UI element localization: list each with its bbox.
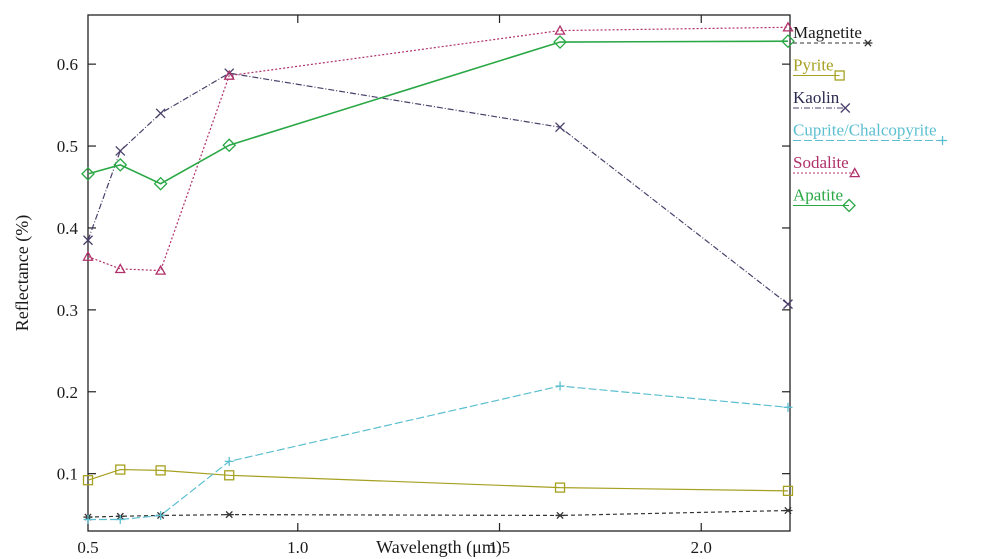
series-line-pyrite — [87, 468, 788, 492]
legend-marker-cuprite-chalcopyrite — [938, 136, 948, 145]
legend-marker-magnetite — [863, 39, 873, 47]
x-tick-label: 1.0 — [287, 538, 308, 557]
x-tick-label: 2.0 — [691, 538, 712, 557]
legend-marker-apatite — [842, 198, 856, 213]
data-point-cuprite-chalcopyrite — [783, 402, 793, 412]
y-axis-label: Reflectance (%) — [12, 215, 33, 331]
series-line-cuprite-chalcopyrite — [88, 385, 789, 521]
data-point-cuprite-chalcopyrite — [83, 515, 93, 525]
series-line-kaolin — [87, 72, 789, 305]
x-axis-label: Wavelength (μm) — [376, 537, 502, 558]
data-point-sodalite — [782, 21, 794, 32]
data-point-apatite — [153, 176, 168, 191]
series-markers — [81, 21, 795, 525]
data-point-kaolin — [83, 235, 93, 246]
x-tick-label-edge: 0.5 — [77, 538, 98, 557]
data-point-apatite — [222, 138, 237, 153]
y-tick-label: 0.4 — [57, 219, 79, 238]
data-point-pyrite — [115, 464, 126, 475]
data-point-sodalite — [223, 69, 235, 80]
data-point-cuprite-chalcopyrite — [156, 510, 166, 520]
legend: Magnetite Pyrite Kaolin Cuprite/Chalcopyrit… — [793, 23, 948, 213]
data-point-cuprite-chalcopyrite — [555, 381, 565, 391]
data-point-sodalite — [554, 24, 566, 35]
y-tick-label: 0.2 — [57, 383, 78, 402]
y-tick-label: 0.3 — [57, 301, 78, 320]
data-point-sodalite — [155, 264, 167, 275]
x-tick-label: 1.5 — [489, 538, 510, 557]
series-line-sodalite — [87, 26, 788, 272]
y-tick-label: 0.6 — [57, 55, 78, 74]
data-point-apatite — [781, 34, 795, 49]
legend-marker-pyrite — [834, 70, 845, 81]
legend-label-cuprite-chalcopyrite: Cuprite/Chalcopyrite — [793, 121, 937, 140]
data-point-pyrite — [554, 482, 566, 493]
legend-label-magnetite: Magnetite — [793, 23, 862, 42]
data-point-pyrite — [224, 470, 235, 481]
series-line-magnetite — [87, 509, 788, 518]
data-point-sodalite — [82, 250, 94, 261]
data-point-magnetite — [555, 511, 565, 520]
data-point-magnetite — [224, 511, 234, 519]
data-point-sodalite — [114, 263, 126, 274]
series-line-apatite — [87, 40, 788, 185]
data-point-cuprite-chalcopyrite — [115, 515, 125, 525]
data-point-kaolin — [555, 122, 565, 133]
legend-label-sodalite: Sodalite — [793, 153, 849, 172]
data-point-apatite — [553, 35, 567, 49]
legend-label-pyrite: Pyrite — [793, 56, 834, 75]
y-tick-label: 0.5 — [57, 137, 78, 156]
data-point-pyrite — [782, 485, 794, 497]
data-point-apatite — [113, 157, 128, 172]
plot-frame — [87, 14, 791, 532]
data-point-kaolin — [783, 299, 793, 310]
data-point-kaolin — [115, 146, 126, 156]
data-point-pyrite — [82, 475, 94, 486]
legend-marker-sodalite — [849, 167, 861, 178]
data-point-cuprite-chalcopyrite — [224, 456, 234, 466]
axis-ticks: 0.1 0.2 0.3 0.4 0.5 0.6 1.0 1.5 2.0 0.5 — [57, 15, 790, 557]
data-point-pyrite — [155, 465, 166, 476]
legend-label-kaolin: Kaolin — [793, 88, 840, 107]
legend-marker-kaolin — [840, 103, 851, 113]
data-point-magnetite — [783, 506, 793, 515]
legend-label-apatite: Apatite — [793, 186, 843, 205]
data-point-kaolin — [155, 108, 166, 119]
data-point-apatite — [81, 166, 95, 181]
y-tick-label: 0.1 — [57, 465, 78, 484]
series-lines — [87, 26, 789, 521]
